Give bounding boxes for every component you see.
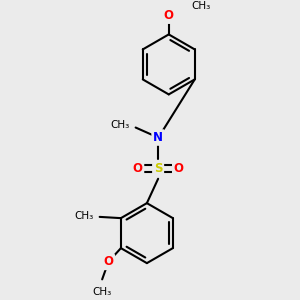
Text: O: O bbox=[103, 255, 113, 268]
Text: S: S bbox=[154, 162, 162, 175]
Text: CH₃: CH₃ bbox=[191, 1, 211, 11]
Text: O: O bbox=[133, 162, 142, 175]
Text: O: O bbox=[174, 162, 184, 175]
Text: CH₃: CH₃ bbox=[74, 211, 93, 220]
Text: CH₃: CH₃ bbox=[110, 120, 129, 130]
Text: N: N bbox=[153, 131, 163, 144]
Text: O: O bbox=[164, 9, 174, 22]
Text: CH₃: CH₃ bbox=[92, 287, 112, 297]
